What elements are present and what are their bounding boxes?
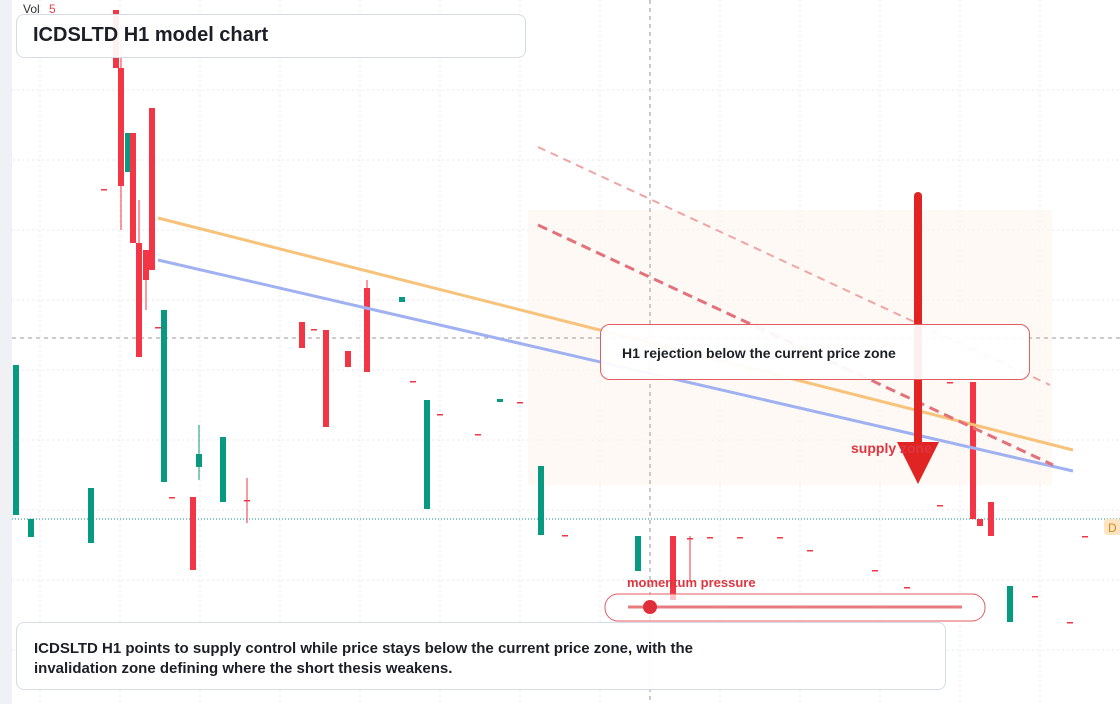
candle-body (970, 382, 976, 519)
candle-body (136, 243, 142, 357)
candle-body (707, 537, 713, 539)
title-box: ICDSLTD H1 model chart (16, 14, 526, 58)
title: ICDSLTD H1 model chart (33, 24, 269, 46)
price-tag-text: D (1108, 521, 1117, 535)
candle-body (323, 330, 329, 427)
candle-body (220, 437, 226, 502)
candle-body (101, 189, 107, 191)
candle-body (125, 133, 131, 172)
left-edge (0, 0, 12, 704)
candle-body (196, 454, 202, 467)
summary: ICDSLTD H1 points to supply control whil… (34, 640, 693, 677)
candle-body (1032, 596, 1038, 598)
candle-body (497, 399, 503, 402)
candle-body (737, 537, 743, 539)
candle-body (399, 297, 405, 302)
candle-body (670, 536, 676, 600)
candle-body (937, 505, 943, 507)
candle-body (190, 497, 196, 570)
candle-body (635, 536, 641, 571)
supply-label: supply zone (851, 440, 932, 456)
candle-body (538, 466, 544, 535)
candle-body (13, 365, 19, 515)
trendline (537, 223, 1054, 467)
vol-value: 5 (49, 2, 56, 16)
summary-box: ICDSLTD H1 points to supply control whil… (16, 622, 946, 690)
arrow-head (897, 442, 939, 484)
candle-body (345, 351, 351, 367)
candle-body (143, 250, 149, 280)
candle-body (562, 535, 568, 537)
candle-body (299, 322, 305, 348)
rejection-label: H1 rejection below the current price zon… (622, 345, 896, 361)
candle-body (687, 538, 693, 540)
candle-body (475, 434, 481, 436)
candle-body (88, 488, 94, 543)
candle-body (977, 519, 983, 526)
candle-body (311, 329, 317, 331)
candle-body (244, 500, 250, 502)
momentum-label: momentum pressure (627, 575, 756, 590)
candle-body (130, 133, 136, 243)
candle-body (155, 327, 161, 329)
candle-body (988, 502, 994, 536)
candle-body (169, 497, 175, 499)
candle-body (872, 570, 878, 572)
candle-body (1007, 586, 1013, 622)
price-tag (1104, 519, 1120, 535)
candle-body (517, 402, 523, 404)
candle-body (904, 587, 910, 589)
rejection-box: H1 rejection below the current price zon… (600, 324, 1030, 380)
candle-body (118, 68, 124, 186)
momentum-dot (643, 600, 657, 614)
candle-body (28, 519, 34, 537)
candle-body (947, 382, 953, 384)
candle-body (437, 414, 443, 416)
candle-body (161, 310, 167, 482)
trendline (537, 146, 1051, 386)
candle-body (777, 537, 783, 539)
candle-body (410, 381, 416, 383)
candle-body (149, 108, 155, 270)
candle-body (1067, 622, 1073, 624)
candle-body (1082, 536, 1088, 538)
candles (13, 10, 1088, 624)
candle-body (424, 400, 430, 509)
candle-body (364, 288, 370, 372)
candle-body (807, 550, 813, 552)
vol-label: Vol (23, 2, 40, 16)
